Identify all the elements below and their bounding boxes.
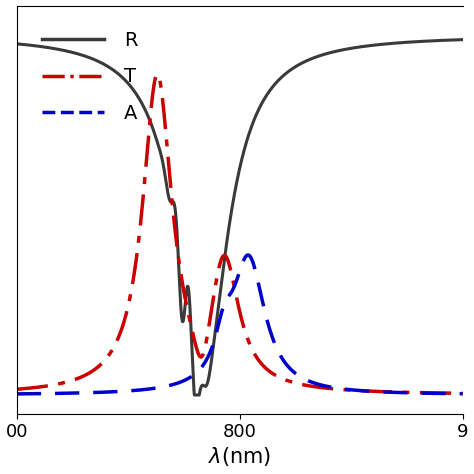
R: [460, 37, 465, 43]
X-axis label: $\lambda$(nm): $\lambda$(nm): [208, 446, 272, 468]
T: [345, 387, 350, 393]
Line: T: T: [17, 74, 463, 393]
T: [278, 375, 283, 381]
R: [36, 44, 42, 49]
A: [14, 391, 19, 397]
T: [297, 381, 303, 387]
T: [14, 386, 19, 392]
R: [175, 254, 181, 259]
A: [368, 389, 374, 394]
R: [191, 392, 197, 398]
T: [155, 72, 160, 77]
Legend: R, T, A: R, T, A: [32, 21, 147, 133]
A: [460, 391, 465, 397]
R: [297, 61, 303, 67]
R: [368, 43, 374, 48]
A: [278, 353, 283, 359]
T: [175, 254, 181, 259]
Line: A: A: [17, 255, 463, 394]
R: [278, 75, 283, 81]
T: [460, 391, 465, 396]
R: [14, 41, 19, 46]
T: [368, 388, 374, 394]
A: [36, 391, 42, 397]
A: [345, 387, 350, 392]
Line: R: R: [17, 40, 463, 395]
A: [175, 380, 181, 386]
A: [297, 374, 303, 380]
R: [345, 46, 350, 52]
A: [245, 252, 251, 258]
T: [36, 384, 42, 390]
